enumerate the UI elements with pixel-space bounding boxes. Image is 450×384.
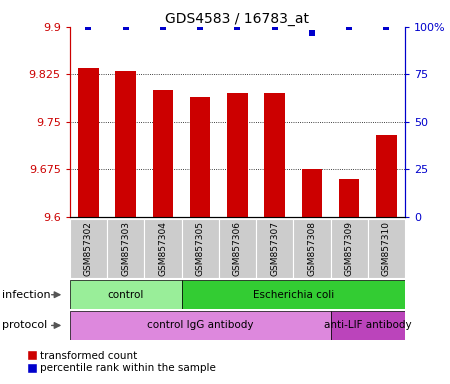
Bar [339,179,360,217]
Legend: transformed count, percentile rank within the sample: transformed count, percentile rank withi… [28,351,216,373]
Title: GDS4583 / 16783_at: GDS4583 / 16783_at [166,12,310,26]
Bar [256,219,293,278]
Bar [330,311,405,340]
Text: GSM857310: GSM857310 [382,221,391,276]
Bar [227,93,248,217]
Bar [190,97,210,217]
Text: GSM857308: GSM857308 [307,221,316,276]
Bar [70,280,181,309]
Bar [115,71,136,217]
Text: infection: infection [2,290,51,300]
Bar [368,219,405,278]
Bar [181,280,405,309]
Bar [70,311,330,340]
Text: anti-LIF antibody: anti-LIF antibody [324,320,412,331]
Text: GSM857306: GSM857306 [233,221,242,276]
Text: GSM857307: GSM857307 [270,221,279,276]
Bar [265,93,285,217]
Text: GSM857304: GSM857304 [158,221,167,276]
Text: GSM857302: GSM857302 [84,221,93,276]
Text: GSM857303: GSM857303 [121,221,130,276]
Bar [293,219,330,278]
Text: GSM857305: GSM857305 [196,221,205,276]
Text: control: control [108,290,144,300]
Text: control IgG antibody: control IgG antibody [147,320,253,331]
Text: protocol: protocol [2,320,48,331]
Bar [78,68,99,217]
Bar [376,134,396,217]
Bar [153,90,173,217]
Text: GSM857309: GSM857309 [345,221,354,276]
Text: Escherichia coli: Escherichia coli [252,290,334,300]
Bar [330,219,368,278]
Bar [302,169,322,217]
Bar [219,219,256,278]
Bar [144,219,181,278]
Bar [70,219,107,278]
Bar [181,219,219,278]
Bar [107,219,144,278]
